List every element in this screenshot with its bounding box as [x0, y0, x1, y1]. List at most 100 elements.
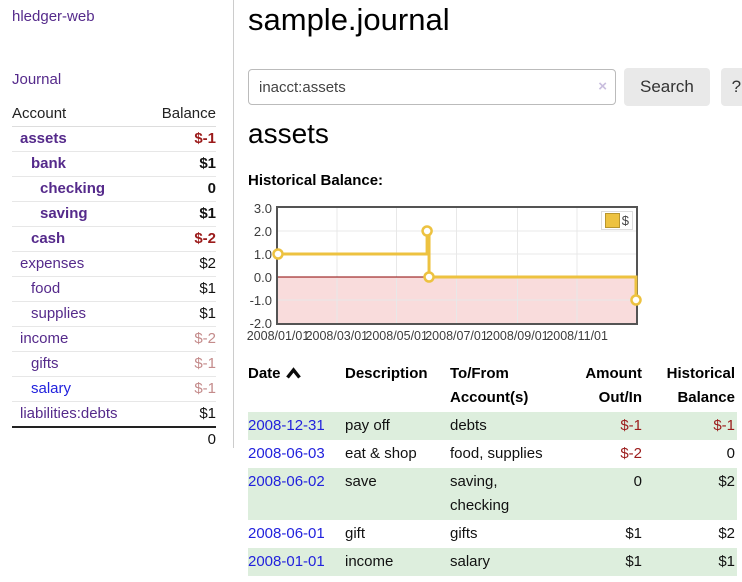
x-axis-tick-label: 2008/09/01	[486, 329, 549, 343]
transaction-description: save	[345, 473, 377, 490]
transaction-accounts: food, supplies	[450, 445, 543, 462]
account-row-income: income $-2	[12, 326, 216, 352]
account-balance: $-1	[146, 126, 216, 152]
description-column-header: Description	[345, 365, 428, 382]
y-axis-tick-label: 2.0	[253, 223, 272, 239]
search-form: × Search ?	[248, 68, 742, 106]
app-title-link[interactable]: hledger-web	[12, 8, 95, 25]
account-balance: $1	[146, 276, 216, 302]
legend-label: $	[621, 213, 629, 228]
transaction-balance: $2	[718, 473, 735, 490]
account-heading: assets	[248, 118, 329, 149]
register-table: Date Description To/From Account(s) Amou…	[248, 360, 737, 576]
transaction-amount: $1	[625, 525, 642, 542]
transaction-amount: $-1	[620, 417, 642, 434]
help-button[interactable]: ?	[720, 68, 742, 106]
transaction-accounts: saving, checking	[450, 473, 510, 514]
transaction-balance: $1	[718, 553, 735, 570]
transaction-description: income	[345, 553, 394, 570]
account-balance: $-1	[146, 351, 216, 377]
account-row-cash: cash $-2	[12, 226, 216, 252]
search-box: ×	[248, 69, 616, 105]
account-balance: $-2	[146, 326, 216, 352]
account-link-food[interactable]: food	[31, 280, 61, 297]
page-title: sample.journal	[248, 2, 450, 37]
transaction-row: 2008-01-01 income salary $1 $1	[248, 548, 737, 576]
accounts-total-balance: 0	[146, 426, 216, 452]
account-row-food: food $1	[12, 276, 216, 302]
account-link-gifts[interactable]: gifts	[31, 355, 59, 372]
y-axis-tick-label: 0.0	[253, 269, 272, 285]
transaction-date-link[interactable]: 2008-01-01	[248, 553, 325, 570]
accounts-total-row: 0	[12, 426, 216, 452]
y-axis-tick-label: 1.0	[253, 246, 272, 262]
date-column-header[interactable]: Date	[248, 360, 345, 412]
account-row-liabilities-debts: liabilities:debts $1	[12, 401, 216, 427]
balance-column-header: Historical Balance	[666, 365, 735, 406]
sort-ascending-icon	[285, 363, 301, 387]
account-balance: $2	[146, 251, 216, 277]
chart-title: Historical Balance:	[248, 172, 384, 189]
transaction-date-link[interactable]: 2008-12-31	[248, 417, 325, 434]
date-header-label: Date	[248, 365, 281, 382]
transaction-description: gift	[345, 525, 366, 542]
account-row-bank: bank $1	[12, 151, 216, 177]
sidebar-divider	[233, 0, 234, 448]
account-row-saving: saving $1	[12, 201, 216, 227]
account-link-checking[interactable]: checking	[40, 180, 106, 197]
historical-balance-chart: $ 3.0 2.0 1.0 0.0 -1.0 -2.0 2008/01/01 2008/03/…	[247, 199, 668, 344]
transaction-row: 2008-06-02 save saving, checking 0 $2	[248, 468, 737, 520]
transaction-accounts: salary	[450, 553, 491, 570]
clear-search-icon[interactable]: ×	[598, 78, 607, 95]
y-axis-tick-label: 3.0	[253, 200, 272, 216]
account-balance: $1	[146, 201, 216, 227]
account-balance: $-2	[146, 226, 216, 252]
account-link-assets[interactable]: assets	[20, 130, 67, 147]
y-axis-tick-label: -2.0	[249, 315, 272, 331]
transaction-balance: 0	[726, 445, 735, 462]
account-row-assets: assets $-1	[12, 126, 216, 152]
transaction-accounts: gifts	[450, 525, 478, 542]
sidebar-item-journal[interactable]: Journal	[12, 71, 62, 88]
transaction-description: pay off	[345, 417, 390, 434]
transaction-amount: 0	[633, 473, 642, 490]
account-balance: 0	[146, 176, 216, 202]
account-link-bank[interactable]: bank	[31, 155, 67, 172]
account-row-salary: salary $-1	[12, 376, 216, 402]
account-balance: $1	[146, 151, 216, 177]
legend-swatch-icon	[604, 213, 620, 228]
account-column-header: Account	[12, 102, 147, 127]
x-axis-tick-label: 2008/05/01	[365, 329, 428, 343]
tofrom-column-header: To/From Account(s)	[450, 365, 529, 406]
account-balance: $1	[146, 401, 216, 427]
account-row-supplies: supplies $1	[12, 301, 216, 327]
transaction-accounts: debts	[450, 417, 487, 434]
account-link-expenses[interactable]: expenses	[20, 255, 85, 272]
account-balance: $1	[146, 301, 216, 327]
account-link-saving[interactable]: saving	[40, 205, 88, 222]
register-header-row: Date Description To/From Account(s) Amou…	[248, 360, 737, 412]
transaction-row: 2008-06-03 eat & shop food, supplies $-2…	[248, 440, 737, 468]
y-axis-tick-label: -1.0	[249, 292, 272, 308]
balance-chart-plot[interactable]: $	[272, 206, 642, 325]
transaction-balance: $-1	[713, 417, 735, 434]
accounts-sidebar-table: Account Balance assets $-1 bank $1 check…	[12, 102, 216, 452]
search-input[interactable]	[248, 69, 616, 105]
account-link-supplies[interactable]: supplies	[31, 305, 87, 322]
account-link-liabilities-debts[interactable]: liabilities:debts	[20, 405, 118, 422]
chart-legend: $	[600, 211, 633, 230]
transaction-date-link[interactable]: 2008-06-01	[248, 525, 325, 542]
account-balance: $-1	[146, 376, 216, 402]
transaction-date-link[interactable]: 2008-06-02	[248, 473, 325, 490]
account-link-income[interactable]: income	[20, 330, 69, 347]
amount-column-header: Amount Out/In	[585, 365, 642, 406]
search-button[interactable]: Search	[624, 68, 710, 106]
main-content: sample.journal × Search ? assets Histori…	[247, 0, 742, 582]
account-link-salary[interactable]: salary	[31, 380, 72, 397]
transaction-row: 2008-12-31 pay off debts $-1 $-1	[248, 412, 737, 440]
transaction-description: eat & shop	[345, 445, 417, 462]
transaction-date-link[interactable]: 2008-06-03	[248, 445, 325, 462]
transaction-amount: $1	[625, 553, 642, 570]
account-row-checking: checking 0	[12, 176, 216, 202]
account-link-cash[interactable]: cash	[31, 230, 66, 247]
